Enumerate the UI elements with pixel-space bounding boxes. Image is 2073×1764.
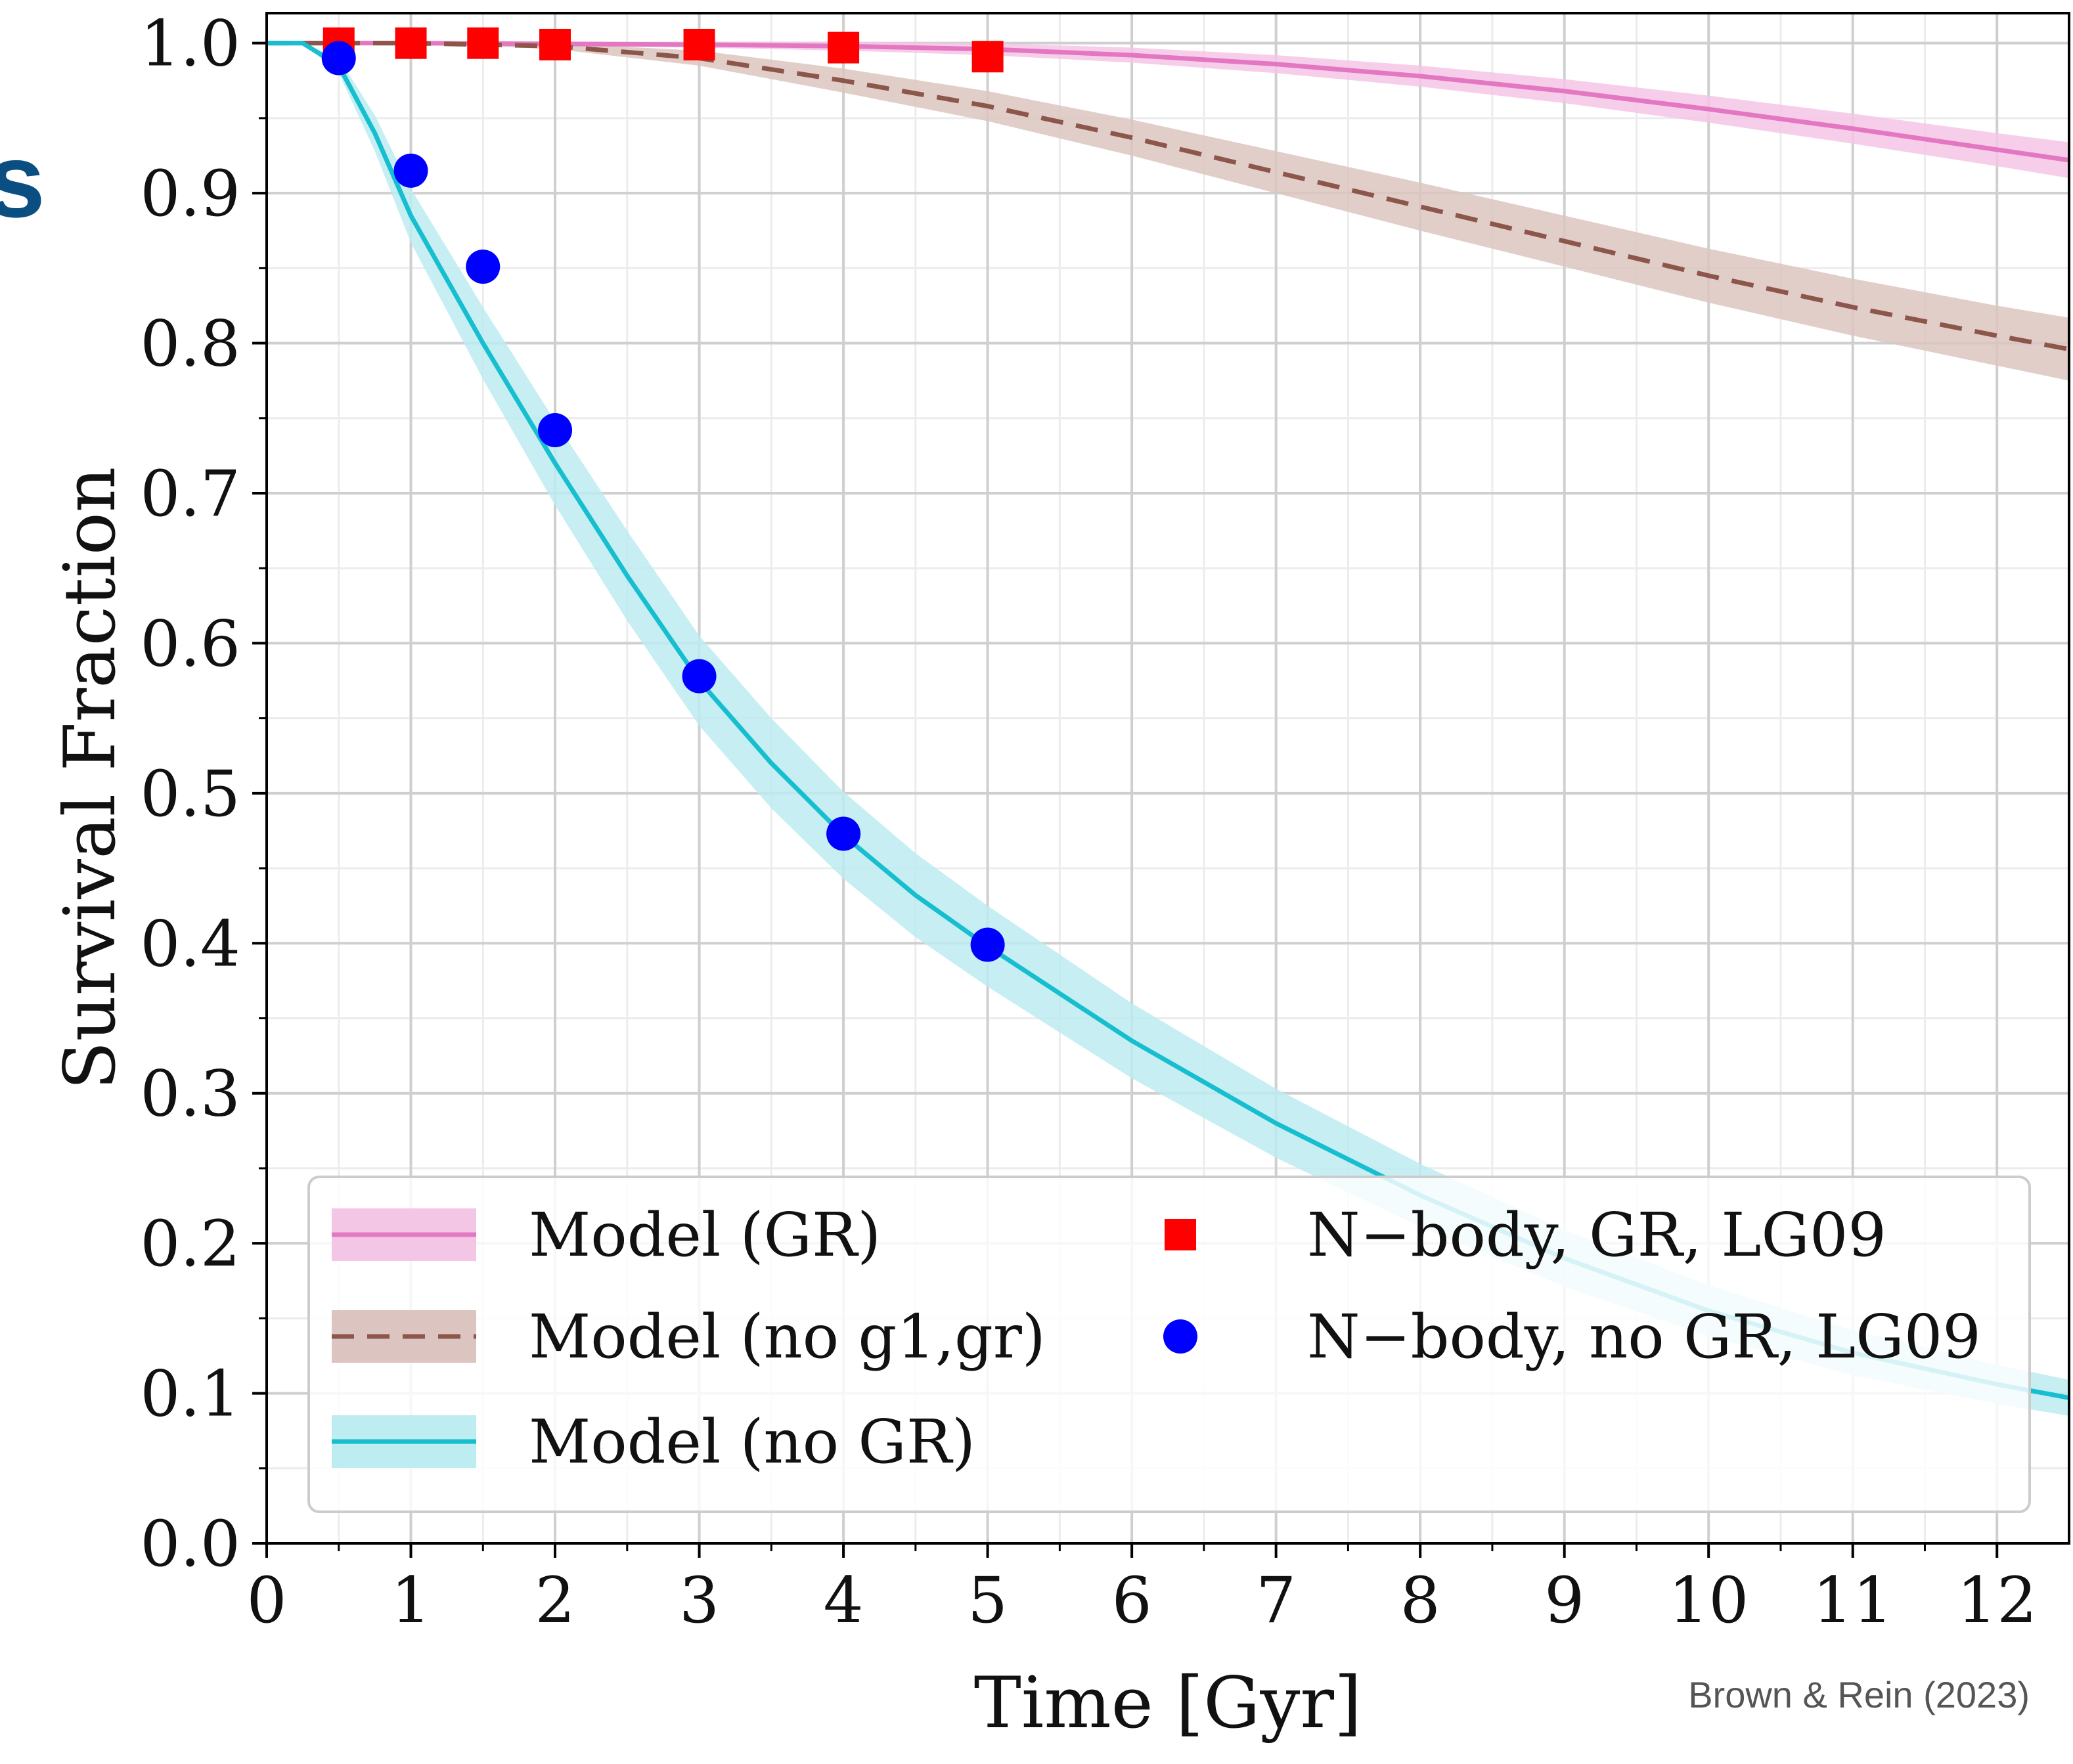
y-tick-label: 1.0 [140, 7, 240, 81]
legend-label: N−body, no GR, LG09 [1307, 1302, 1981, 1372]
square-marker [828, 32, 860, 64]
x-tick-label: 8 [1400, 1564, 1440, 1637]
y-tick-label: 0.6 [140, 607, 240, 680]
square-marker [467, 27, 499, 59]
x-tick-label: 1 [391, 1564, 431, 1637]
legend-label: N−body, GR, LG09 [1307, 1200, 1886, 1270]
y-tick-label: 0.9 [140, 157, 240, 231]
legend-items: Model (GR) Model (no g1,gr) Model (no GR) N… [332, 1200, 1981, 1477]
y-tick-label: 0.2 [140, 1207, 240, 1281]
credit-text: Brown & Rein (2023) [1688, 1674, 2030, 1715]
x-tick-labels: 0 1 2 3 4 5 6 7 8 9 10 11 12 [246, 1564, 2037, 1637]
y-axis-label: Survival Fraction [49, 467, 131, 1090]
y-tick-label: 0.3 [140, 1057, 240, 1131]
square-marker [395, 27, 427, 59]
y-tick-label: 0.0 [140, 1507, 240, 1581]
x-tick-label: 0 [246, 1564, 286, 1637]
legend-label: Model (GR) [529, 1200, 881, 1270]
y-tick-label: 0.5 [140, 757, 240, 831]
square-marker [971, 41, 1004, 73]
circle-marker [321, 41, 356, 76]
x-tick-label: 6 [1112, 1564, 1152, 1637]
circle-marker [466, 250, 501, 284]
legend: Model (GR) Model (no g1,gr) Model (no GR) N… [307, 1176, 2031, 1513]
square-marker [683, 28, 715, 60]
plot-frame [265, 12, 2070, 1545]
line-series-1 [267, 41, 2070, 352]
square-marker [539, 28, 571, 60]
band-series-1 [267, 43, 2069, 381]
x-axis-label: Time [Gyr] [974, 1662, 1362, 1744]
circle-marker [393, 153, 428, 188]
x-tick-label: 7 [1256, 1564, 1296, 1637]
legend-label: Model (no GR) [529, 1407, 975, 1477]
circle-marker [538, 413, 573, 448]
circle-marker [826, 816, 861, 851]
circle-marker [682, 659, 717, 694]
legend-square-marker [1165, 1219, 1196, 1250]
legend-circle-marker [1163, 1319, 1197, 1354]
y-tick-label: 0.4 [140, 907, 240, 981]
x-tick-label: 10 [1668, 1564, 1749, 1637]
x-tick-label: 3 [679, 1564, 719, 1637]
x-tick-label: 9 [1544, 1564, 1584, 1637]
x-tick-label: 5 [968, 1564, 1008, 1637]
y-tick-labels: 0.0 0.1 0.2 0.3 0.4 0.5 0.6 0.7 0.8 0.9 1.0 [140, 7, 240, 1581]
y-tick-label: 0.8 [140, 307, 240, 381]
x-tick-label: 2 [535, 1564, 575, 1637]
x-tick-label: 11 [1813, 1564, 1893, 1637]
legend-label: Model (no g1,gr) [529, 1302, 1046, 1372]
circle-marker [970, 927, 1005, 962]
nbody-markers [321, 27, 1005, 962]
x-tick-label: 4 [824, 1564, 864, 1637]
axis-ticks [252, 41, 1999, 1558]
x-tick-label: 12 [1957, 1564, 2037, 1637]
cropped-edge-glyph: s [0, 121, 45, 239]
y-tick-label: 0.7 [140, 457, 240, 531]
y-tick-label: 0.1 [140, 1357, 240, 1431]
